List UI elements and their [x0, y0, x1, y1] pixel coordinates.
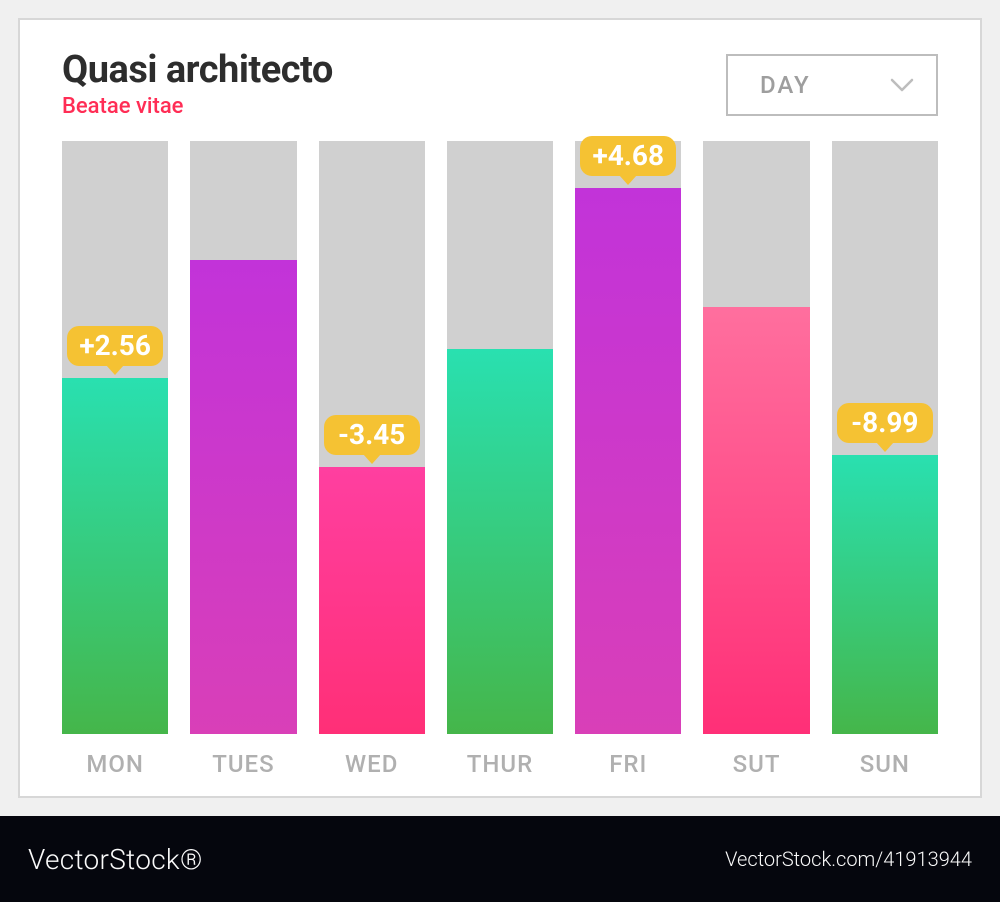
bar-fill: +4.68 [575, 188, 681, 734]
chevron-down-icon [890, 78, 914, 92]
value-badge: +4.68 [580, 136, 676, 176]
bar-track [447, 141, 553, 734]
day-label: MON [62, 750, 168, 778]
header-row: Quasi architecto Beatae vitae DAY [62, 48, 938, 119]
value-badge: +2.56 [67, 326, 163, 366]
card-subtitle: Beatae vitae [62, 94, 333, 119]
period-dropdown-label: DAY [760, 71, 811, 99]
day-label: FRI [575, 750, 681, 778]
bar-fill [703, 307, 809, 734]
bar-track: -8.99 [832, 141, 938, 734]
bar-track [703, 141, 809, 734]
card-outer-frame: Quasi architecto Beatae vitae DAY +2.56 -… [0, 0, 1000, 816]
bar-fill [447, 349, 553, 734]
day-label: WED [319, 750, 425, 778]
day-label: SUN [832, 750, 938, 778]
watermark-id: VectorStock.com/41913944 [725, 847, 972, 871]
watermark-brand: VectorStock® [28, 843, 203, 876]
value-badge: -3.45 [324, 415, 420, 455]
bar-fill [190, 260, 296, 734]
watermark-footer: VectorStock® VectorStock.com/41913944 [0, 816, 1000, 902]
bar-fill: -8.99 [832, 455, 938, 734]
bar-track [190, 141, 296, 734]
bar-track: -3.45 [319, 141, 425, 734]
title-block: Quasi architecto Beatae vitae [62, 48, 333, 119]
day-label: SUT [703, 750, 809, 778]
day-label: TUES [190, 750, 296, 778]
chart-card: Quasi architecto Beatae vitae DAY +2.56 -… [18, 18, 982, 798]
value-badge: -8.99 [837, 403, 933, 443]
period-dropdown[interactable]: DAY [726, 54, 938, 116]
bar-fill: -3.45 [319, 467, 425, 734]
bar-track: +4.68 [575, 141, 681, 734]
x-axis-labels: MON TUES WED THUR FRI SUT SUN [62, 750, 938, 778]
bar-fill: +2.56 [62, 378, 168, 734]
card-title: Quasi architecto [62, 48, 333, 92]
page-root: Quasi architecto Beatae vitae DAY +2.56 -… [0, 0, 1000, 902]
bar-chart: +2.56 -3.45 +4.68 -8.99 [62, 141, 938, 734]
day-label: THUR [447, 750, 553, 778]
bar-track: +2.56 [62, 141, 168, 734]
